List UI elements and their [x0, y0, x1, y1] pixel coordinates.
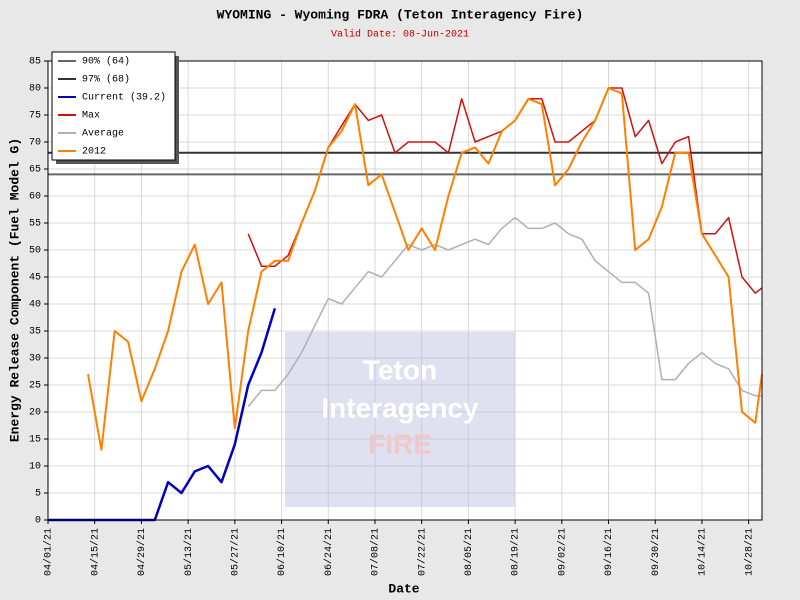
- x-tick-label: 05/27/21: [229, 528, 241, 576]
- x-tick-label: 07/08/21: [370, 528, 382, 576]
- series-line: [247, 216, 762, 408]
- y-tick-label: 10: [29, 462, 41, 473]
- chart-subtitle: Valid Date: 08-Jun-2021: [331, 29, 469, 41]
- legend-label: Current (39.2): [82, 92, 166, 104]
- watermark-text: Teton: [363, 354, 437, 385]
- legend-label: Max: [82, 111, 100, 122]
- y-tick-label: 45: [29, 273, 41, 284]
- y-tick-label: 55: [29, 219, 41, 230]
- legend-label: Average: [82, 129, 124, 140]
- x-tick-label: 04/01/21: [43, 528, 55, 576]
- x-tick-label: 04/15/21: [89, 528, 101, 576]
- x-tick-label: 05/13/21: [183, 528, 195, 576]
- legend-label: 2012: [82, 147, 106, 158]
- y-tick-label: 80: [29, 84, 41, 95]
- y-tick-label: 20: [29, 408, 41, 419]
- y-tick-label: 5: [35, 489, 41, 500]
- y-axis-label: Energy Release Component (Fuel Model G): [7, 138, 22, 442]
- y-tick-label: 70: [29, 138, 41, 149]
- y-tick-label: 0: [35, 516, 41, 527]
- y-tick-label: 15: [29, 435, 41, 446]
- y-tick-label: 35: [29, 327, 41, 338]
- plot-frame: [47, 60, 763, 521]
- y-tick-label: 30: [29, 354, 41, 365]
- x-tick-label: 09/02/21: [556, 528, 568, 576]
- x-tick-label: 09/30/21: [650, 528, 662, 576]
- series-line: [87, 87, 763, 451]
- x-tick-label: 10/28/21: [743, 528, 755, 576]
- y-tick-label: 75: [29, 111, 41, 122]
- watermark-text: FIRE: [368, 428, 432, 459]
- x-tick-label: 07/22/21: [416, 528, 428, 576]
- y-tick-label: 85: [29, 57, 41, 68]
- legend: 90% (64) 97% (68) Current (39.2) Max Average…: [51, 51, 179, 164]
- x-tick-label: 06/10/21: [276, 528, 288, 576]
- legend-label: 90% (64): [82, 56, 130, 68]
- y-tick-label: 25: [29, 381, 41, 392]
- x-tick-label: 10/14/21: [697, 528, 709, 576]
- x-tick-label: 08/05/21: [463, 528, 475, 576]
- x-tick-label: 08/19/21: [510, 528, 522, 576]
- axes: 0 5 10 15 20 25 30 35 40 45 50 55 60 65 70 75 80 85 04/01/…: [29, 57, 755, 576]
- y-tick-label: 50: [29, 246, 41, 257]
- legend-box: [51, 51, 176, 161]
- x-tick-label: 09/16/21: [603, 528, 615, 576]
- chart-title: WYOMING - Wyoming FDRA (Teton Interagenc…: [217, 7, 584, 22]
- x-axis-label: Date: [388, 581, 419, 596]
- x-tick-label: 04/29/21: [136, 528, 148, 576]
- watermark-text: Interagency: [321, 392, 479, 423]
- legend-label: 97% (68): [82, 74, 130, 86]
- y-tick-label: 65: [29, 165, 41, 176]
- watermark-box: [285, 332, 515, 507]
- x-tick-label: 06/24/21: [323, 528, 335, 576]
- y-tick-label: 40: [29, 300, 41, 311]
- watermark: Teton Interagency FIRE: [285, 332, 515, 507]
- y-tick-label: 60: [29, 192, 41, 203]
